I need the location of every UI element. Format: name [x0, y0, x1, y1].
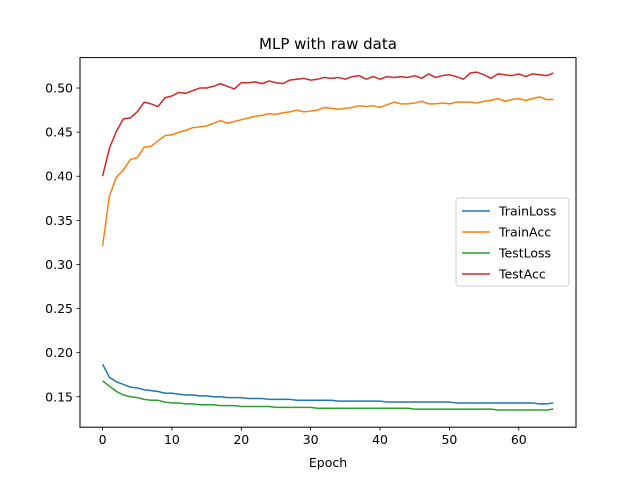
series-line-trainloss — [101, 363, 554, 405]
legend-box — [455, 197, 570, 287]
ticks: 0 10 20 30 40 50 60 0.15 0.20 0.25 0.30 0.35 0.40 0.4… — [45, 81, 527, 448]
y-tick-label: 0.45 — [45, 125, 73, 140]
y-tick-label: 0.40 — [45, 169, 73, 184]
y-tick-label: 0.50 — [45, 81, 73, 96]
series-line-testacc — [101, 71, 554, 177]
x-tick-label: 60 — [511, 432, 527, 447]
x-tick-label: 10 — [164, 432, 180, 447]
x-tick-label: 30 — [303, 432, 319, 447]
series-line-trainacc — [101, 96, 554, 247]
chart-title: MLP with raw data — [259, 35, 397, 53]
legend: TrainLoss TrainAcc TestLoss TestAcc — [455, 197, 570, 287]
legend-label: TrainAcc — [498, 225, 551, 240]
plot-frame — [79, 57, 577, 428]
plot-area — [101, 71, 554, 411]
legend-label: TestLoss — [498, 246, 551, 261]
x-axis-label: Epoch — [309, 455, 347, 470]
legend-label: TrainLoss — [498, 204, 556, 219]
series-line-testloss — [102, 380, 554, 411]
y-tick-label: 0.20 — [45, 345, 73, 360]
y-tick-label: 0.35 — [45, 213, 73, 228]
x-tick-label: 20 — [233, 432, 249, 447]
x-tick-label: 40 — [372, 432, 388, 447]
y-tick-label: 0.25 — [45, 301, 73, 316]
y-tick-label: 0.15 — [45, 389, 73, 404]
legend-label: TestAcc — [498, 267, 546, 282]
y-tick-label: 0.30 — [45, 257, 73, 272]
x-tick-label: 0 — [99, 432, 107, 447]
x-tick-label: 50 — [441, 432, 457, 447]
